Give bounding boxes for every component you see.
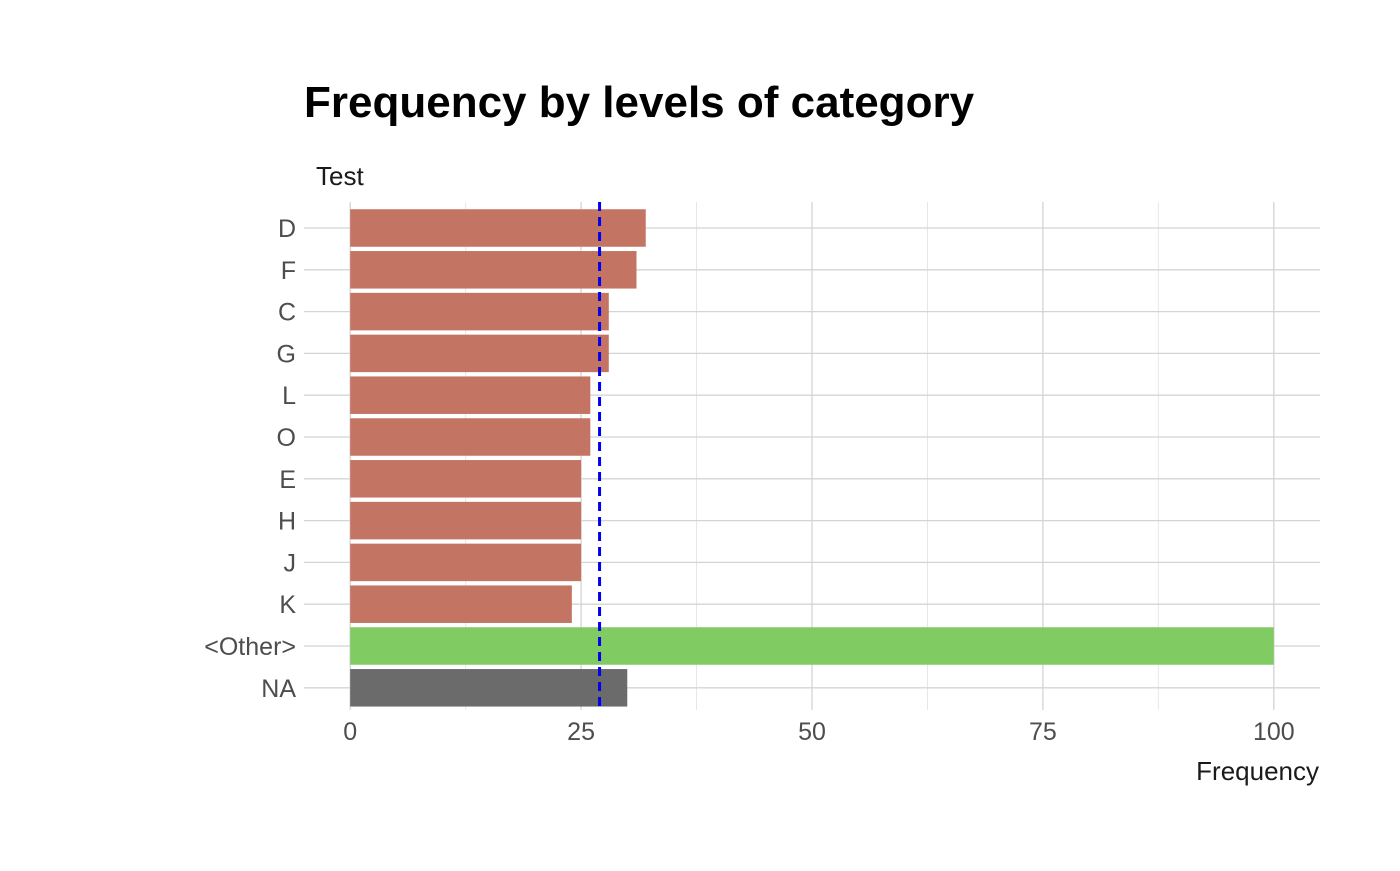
bar-h bbox=[350, 501, 582, 540]
x-tick-label: 0 bbox=[343, 718, 357, 746]
x-tick-label: 100 bbox=[1253, 718, 1295, 746]
bar-k bbox=[350, 585, 572, 623]
bar-d bbox=[350, 209, 646, 247]
x-tick-label: 25 bbox=[567, 718, 595, 746]
bar-other bbox=[350, 627, 1274, 665]
bar-e bbox=[350, 460, 582, 498]
y-tick-label: G bbox=[277, 340, 296, 368]
bar-l bbox=[350, 376, 591, 414]
x-axis-label: Frequency bbox=[1196, 756, 1319, 786]
bar-na bbox=[350, 669, 628, 707]
bars bbox=[350, 209, 1274, 707]
bar-g bbox=[350, 334, 609, 373]
bar-c bbox=[350, 292, 609, 331]
y-tick-label: H bbox=[278, 508, 296, 536]
y-tick-label: <Other> bbox=[204, 633, 296, 661]
y-tick-label: D bbox=[278, 215, 296, 243]
y-tick-label: NA bbox=[261, 675, 296, 703]
x-tick-label: 75 bbox=[1029, 718, 1057, 746]
y-tick-label: J bbox=[284, 549, 297, 577]
y-tick-label: O bbox=[277, 424, 296, 452]
bar-o bbox=[350, 418, 591, 456]
x-tick-label: 50 bbox=[798, 718, 826, 746]
y-tick-label: F bbox=[281, 257, 296, 285]
y-tick-label: L bbox=[282, 382, 296, 410]
bar-f bbox=[350, 251, 637, 289]
y-tick-label: K bbox=[279, 591, 296, 619]
chart-title: Frequency by levels of category bbox=[304, 78, 975, 127]
bar-j bbox=[350, 543, 582, 582]
y-tick-label: C bbox=[278, 299, 296, 327]
x-tick-labels: 0 25 50 75 100 bbox=[343, 718, 1294, 746]
y-axis-label: Test bbox=[316, 161, 364, 191]
y-tick-label: E bbox=[279, 466, 296, 494]
